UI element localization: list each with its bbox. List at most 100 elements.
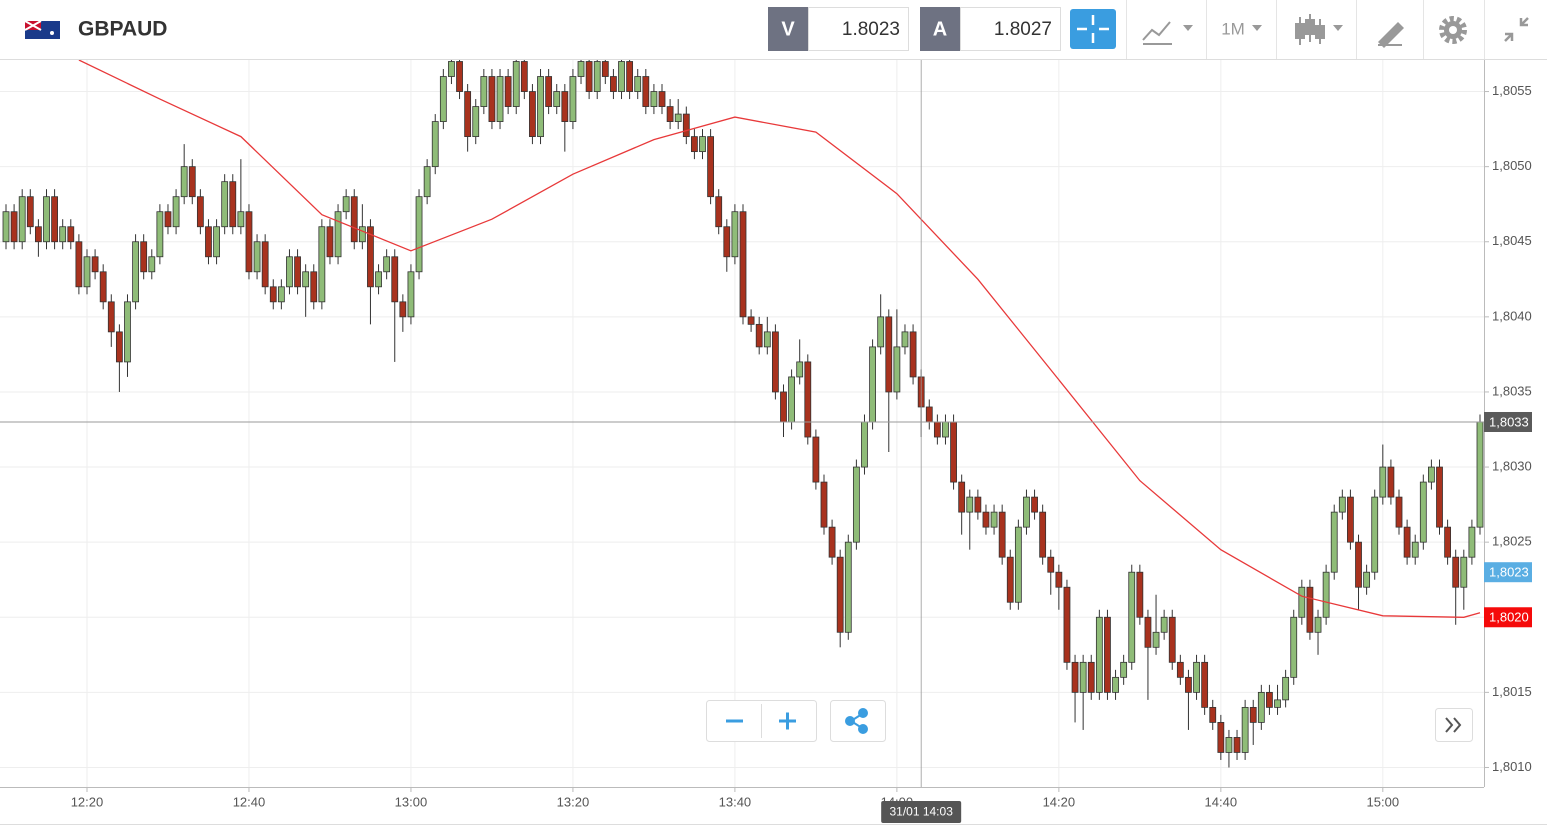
candle-body [1168, 616, 1176, 663]
candle-body [448, 61, 455, 77]
candle-body [269, 286, 277, 303]
y-tick-label: 1,8015 [1492, 684, 1532, 699]
scroll-latest-button[interactable] [1445, 717, 1462, 733]
candle-body [10, 211, 18, 243]
candle-body [391, 256, 399, 303]
candle-body [691, 136, 698, 153]
bid-price: 1.8023 [842, 19, 900, 40]
candle-body [537, 76, 544, 138]
candle-body [1071, 661, 1079, 693]
price-marker [1484, 607, 1532, 628]
candle-body [966, 496, 974, 513]
candles-button[interactable] [1295, 14, 1343, 45]
candle-body [1436, 466, 1443, 528]
candle-body [950, 421, 957, 483]
bid-box[interactable] [808, 7, 909, 51]
crosshair-y-label: 1,8033 [1489, 414, 1529, 429]
candle-body [1136, 571, 1144, 618]
y-tick-label: 1,8040 [1492, 308, 1532, 323]
timeframe-caret [1252, 25, 1262, 31]
ask-price: 1.8027 [994, 19, 1052, 40]
ask-box[interactable] [960, 7, 1061, 51]
candle-body [893, 346, 901, 393]
candle-body [407, 271, 415, 318]
candle-body [553, 91, 561, 107]
ask-badge[interactable] [920, 7, 960, 51]
candle-body [942, 421, 949, 438]
candle-body [375, 271, 382, 288]
bid-badge[interactable] [768, 7, 808, 51]
candle-body [747, 316, 755, 325]
candle-body [707, 136, 715, 198]
share-button[interactable] [845, 708, 868, 734]
candle-body [318, 226, 326, 303]
candle-body [780, 391, 787, 423]
candle-body [423, 166, 431, 198]
collapse-button[interactable] [1504, 17, 1529, 42]
crosshair-y-box [1484, 411, 1532, 432]
price-marker-label: 1,8020 [1489, 610, 1529, 625]
candle-body [796, 361, 804, 378]
candle-body [1014, 526, 1022, 603]
candle-body [1185, 676, 1192, 693]
candle-body [1225, 737, 1233, 753]
candle-body [852, 466, 860, 543]
candle-body [1355, 541, 1362, 588]
crosshair-x-box [881, 801, 962, 823]
settings-button[interactable] [1439, 16, 1467, 44]
candle-body [1193, 661, 1200, 693]
candle-body [75, 241, 83, 288]
candle-body [844, 541, 852, 633]
candle-body [294, 256, 301, 288]
candle-body [601, 61, 609, 77]
candle-body [277, 286, 285, 303]
candle-body [1023, 496, 1030, 528]
x-tick-label: 13:40 [719, 794, 752, 809]
candle-body [245, 211, 253, 273]
candle-body [828, 526, 836, 558]
crosshair-x-label: 31/01 14:03 [889, 805, 953, 819]
y-tick-label: 1,8030 [1492, 458, 1532, 473]
candle-body [715, 196, 723, 228]
candle-body [788, 376, 795, 423]
plot-area [2, 60, 1484, 768]
candle-body [1452, 556, 1460, 588]
zoom-in-button[interactable] [779, 712, 796, 730]
bid-label: V [781, 18, 795, 40]
candle-body [1387, 466, 1395, 498]
y-tick-label: 1,8025 [1492, 534, 1532, 549]
candle-body [909, 331, 917, 378]
candle-body [358, 226, 366, 243]
candle-body [472, 106, 480, 138]
candle-body [933, 421, 941, 438]
candle-body [1330, 511, 1338, 573]
candle-body [1063, 586, 1071, 663]
candle-body [658, 91, 666, 107]
candle-body [1338, 496, 1346, 513]
candle-body [1363, 571, 1371, 588]
candle-body [1379, 466, 1387, 498]
candle-body [26, 196, 34, 228]
candle-body [456, 61, 463, 92]
candle-body [1047, 556, 1055, 573]
candle-body [326, 226, 334, 258]
candle-body [1306, 586, 1314, 633]
candle-body [1298, 586, 1306, 618]
candle-body [172, 196, 180, 228]
candle-body [350, 196, 358, 243]
chart-type-button[interactable] [1142, 21, 1193, 45]
candle-body [213, 226, 220, 258]
candle-body [164, 211, 172, 228]
drawing-button[interactable] [1378, 22, 1404, 48]
crosshair-button[interactable] [1070, 9, 1116, 49]
candle-body [626, 61, 634, 92]
timeframe[interactable]: 1M [1221, 19, 1245, 38]
candle-body [1274, 699, 1281, 708]
candle-body [1112, 676, 1119, 693]
candle-body [221, 181, 229, 228]
candle-body [585, 61, 593, 92]
share-box [830, 700, 886, 742]
candle-body [1087, 661, 1095, 693]
